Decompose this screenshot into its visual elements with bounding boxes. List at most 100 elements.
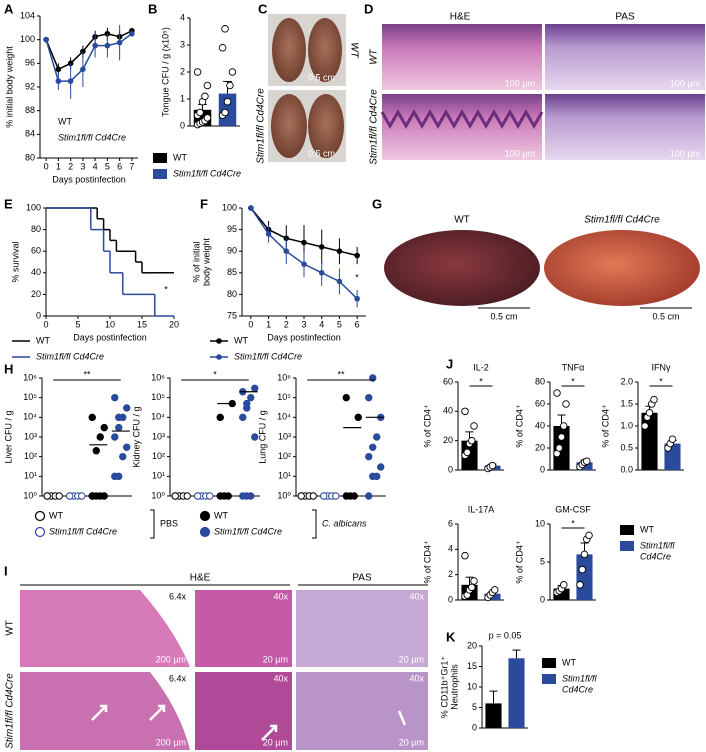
x-tick-label: 4	[319, 319, 324, 329]
point	[201, 92, 209, 101]
kidney	[384, 230, 540, 306]
y-tick-label: 0	[448, 594, 453, 604]
point	[116, 39, 123, 46]
point	[247, 393, 255, 402]
y-tick-label: 10⁰	[23, 490, 37, 500]
point	[243, 399, 251, 408]
y-tick-label: 6	[448, 518, 453, 528]
point	[560, 581, 568, 589]
scale-bar-label: 0.5 cm	[490, 311, 517, 321]
y-tick-label: 100	[20, 34, 35, 44]
bar	[508, 658, 525, 728]
y-tick-label: 10⁴	[277, 412, 291, 422]
chart-title: IFNγ	[652, 362, 671, 372]
point	[88, 492, 96, 500]
point	[470, 577, 478, 585]
point	[354, 295, 360, 302]
point	[373, 472, 381, 481]
row-label: WT	[369, 48, 380, 64]
y-tick-label: 10⁵	[23, 392, 37, 402]
legend-label: Stim1fl/fl Cd4Cre	[173, 168, 241, 178]
x-tick-label: 7	[129, 161, 134, 171]
point	[488, 461, 497, 470]
row-label: Stim1fl/fl Cd4Cre	[5, 673, 16, 749]
chart-title: IL-2	[473, 362, 489, 372]
y-tick-label: 5	[472, 702, 477, 712]
point	[193, 68, 202, 76]
legend-swatch	[620, 541, 634, 551]
x-tick-label: 6	[117, 161, 122, 171]
point	[297, 492, 305, 500]
panel-letter: E	[4, 196, 13, 211]
significance-label: **	[83, 369, 91, 379]
point	[576, 581, 584, 589]
x-axis-label: Days postinfection	[52, 174, 126, 184]
x-tick-label: 6	[355, 319, 360, 329]
scale-bar-label: 100 µm	[505, 78, 535, 88]
legend-label: Stim1fl/fl Cd4Cre	[234, 351, 302, 361]
legend-label: Stim1fl/fl Cd4Cre	[58, 132, 126, 142]
legend-label: WT	[562, 657, 576, 667]
row-label: Stim1fl/fl Cd4Cre	[256, 88, 267, 164]
y-tick-label: 60	[535, 398, 545, 408]
y-tick-label: 2	[180, 66, 185, 76]
micrograph	[382, 94, 542, 160]
scale-bar-label: 20 µm	[399, 737, 424, 747]
y-tick-label: 3	[180, 39, 185, 49]
y-axis-label: Neutrophils	[449, 664, 459, 710]
point	[461, 551, 469, 560]
x-tick-label: 20	[169, 319, 179, 329]
point	[96, 433, 104, 441]
point	[196, 108, 204, 117]
y-tick-label: 40	[535, 420, 545, 430]
y-tick-label: 96	[25, 58, 35, 68]
significance-label: **	[337, 369, 345, 379]
legend-label: Cd4Cre	[562, 684, 593, 694]
legend-swatch	[620, 525, 634, 535]
point	[194, 492, 202, 500]
y-tick-label: 100	[222, 202, 237, 212]
x-tick-label: 10	[105, 319, 115, 329]
panel-letter: F	[200, 196, 208, 211]
y-tick-label: 10³	[152, 431, 165, 441]
x-tick-label: 1	[266, 319, 271, 329]
y-axis-label: % of initial	[191, 241, 201, 282]
point	[221, 25, 229, 33]
y-axis-label: % initial body weight	[4, 46, 14, 128]
y-tick-label: 0	[472, 722, 477, 732]
bar	[641, 412, 658, 470]
point	[92, 447, 100, 455]
legend-label: WT	[36, 335, 50, 345]
point	[365, 452, 373, 461]
point	[104, 42, 111, 49]
legend-label: WT	[58, 116, 72, 126]
y-tick-label: 5	[540, 556, 545, 566]
point	[470, 422, 478, 430]
legend-label: Stim1fl/fl Cd4Cre	[49, 526, 117, 536]
point	[216, 413, 224, 422]
legend-swatch	[153, 153, 167, 163]
y-tick-label: 80	[227, 289, 237, 299]
y-tick-label: 0	[448, 464, 453, 474]
legend-label: Stim1fl/fl Cd4Cre	[214, 526, 282, 536]
point	[641, 422, 649, 430]
chart-title: GM-CSF	[555, 504, 591, 514]
point	[239, 413, 247, 422]
chart-title: TNFα	[562, 362, 585, 372]
x-tick-label: 5	[75, 319, 80, 329]
y-axis-label: % CD11b⁺Gr1⁺	[439, 656, 449, 719]
legend-group: PBS	[160, 518, 178, 528]
point	[553, 389, 561, 397]
papillae	[380, 108, 544, 130]
micrograph	[195, 590, 292, 667]
y-tick-label: 10¹	[278, 471, 291, 481]
magnification: 40x	[273, 673, 288, 683]
y-tick-label: 92	[25, 81, 35, 91]
y-tick-label: 20	[535, 442, 545, 452]
point	[336, 278, 343, 285]
y-tick-label: 1.0	[620, 420, 633, 430]
point	[43, 492, 51, 500]
point	[332, 492, 340, 500]
micrograph	[545, 24, 705, 90]
legend-marker	[34, 526, 46, 538]
